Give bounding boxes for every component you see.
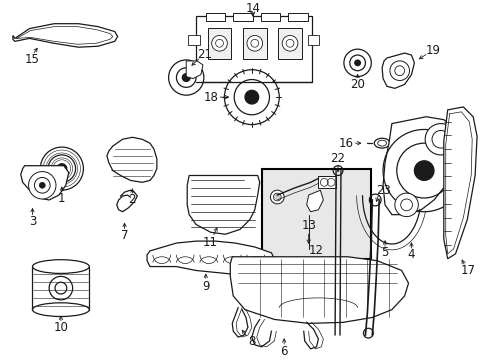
Circle shape xyxy=(363,328,372,338)
Polygon shape xyxy=(381,53,413,88)
Circle shape xyxy=(211,35,227,51)
Text: 19: 19 xyxy=(425,44,440,57)
Bar xyxy=(261,168,370,259)
Text: 22: 22 xyxy=(330,152,345,165)
Bar xyxy=(205,13,225,21)
Circle shape xyxy=(354,60,360,66)
Circle shape xyxy=(394,193,417,217)
Circle shape xyxy=(282,35,297,51)
Text: 15: 15 xyxy=(25,53,40,67)
Bar xyxy=(207,28,231,59)
Text: 8: 8 xyxy=(247,336,255,348)
Circle shape xyxy=(273,193,281,201)
Text: 12: 12 xyxy=(308,244,324,257)
Text: 13: 13 xyxy=(301,219,315,232)
Text: 20: 20 xyxy=(349,78,365,91)
Text: 1: 1 xyxy=(58,192,65,204)
Text: 18: 18 xyxy=(203,91,218,104)
Circle shape xyxy=(270,190,284,204)
Polygon shape xyxy=(147,241,274,274)
Circle shape xyxy=(413,161,433,180)
Bar xyxy=(233,13,252,21)
Polygon shape xyxy=(443,107,476,259)
Bar xyxy=(307,35,319,45)
Circle shape xyxy=(389,61,408,81)
Polygon shape xyxy=(306,190,323,212)
Circle shape xyxy=(343,49,370,77)
Bar xyxy=(278,28,301,59)
Circle shape xyxy=(40,147,83,190)
Circle shape xyxy=(182,74,190,81)
Text: 21: 21 xyxy=(197,48,212,60)
Polygon shape xyxy=(13,24,118,47)
Circle shape xyxy=(424,123,456,155)
Circle shape xyxy=(49,276,73,300)
Text: 10: 10 xyxy=(53,321,68,334)
Polygon shape xyxy=(107,137,157,183)
Bar xyxy=(260,13,280,21)
Text: 9: 9 xyxy=(202,280,209,293)
Text: 4: 4 xyxy=(407,248,414,261)
Circle shape xyxy=(246,35,262,51)
Circle shape xyxy=(224,70,279,125)
Bar xyxy=(243,28,266,59)
Text: 6: 6 xyxy=(280,345,287,358)
Polygon shape xyxy=(230,257,407,323)
Circle shape xyxy=(39,183,45,188)
Circle shape xyxy=(28,172,56,199)
Polygon shape xyxy=(186,61,203,78)
Ellipse shape xyxy=(32,260,89,273)
Bar xyxy=(196,16,311,82)
Ellipse shape xyxy=(373,138,389,148)
Circle shape xyxy=(244,90,258,104)
Bar xyxy=(188,35,200,45)
Text: 16: 16 xyxy=(338,137,353,150)
Text: 17: 17 xyxy=(460,264,475,277)
Ellipse shape xyxy=(32,303,89,316)
Bar xyxy=(32,266,89,310)
Text: 14: 14 xyxy=(245,1,260,14)
Circle shape xyxy=(168,60,203,95)
Polygon shape xyxy=(382,117,460,215)
Circle shape xyxy=(57,164,67,174)
Text: 11: 11 xyxy=(202,235,217,248)
Text: 7: 7 xyxy=(121,229,128,242)
Bar xyxy=(318,176,335,188)
Polygon shape xyxy=(187,175,259,234)
Bar xyxy=(287,13,307,21)
Text: 5: 5 xyxy=(381,246,388,259)
Text: 2: 2 xyxy=(128,193,136,207)
Text: 3: 3 xyxy=(29,215,36,228)
Polygon shape xyxy=(20,166,69,200)
Text: 23: 23 xyxy=(375,184,390,197)
